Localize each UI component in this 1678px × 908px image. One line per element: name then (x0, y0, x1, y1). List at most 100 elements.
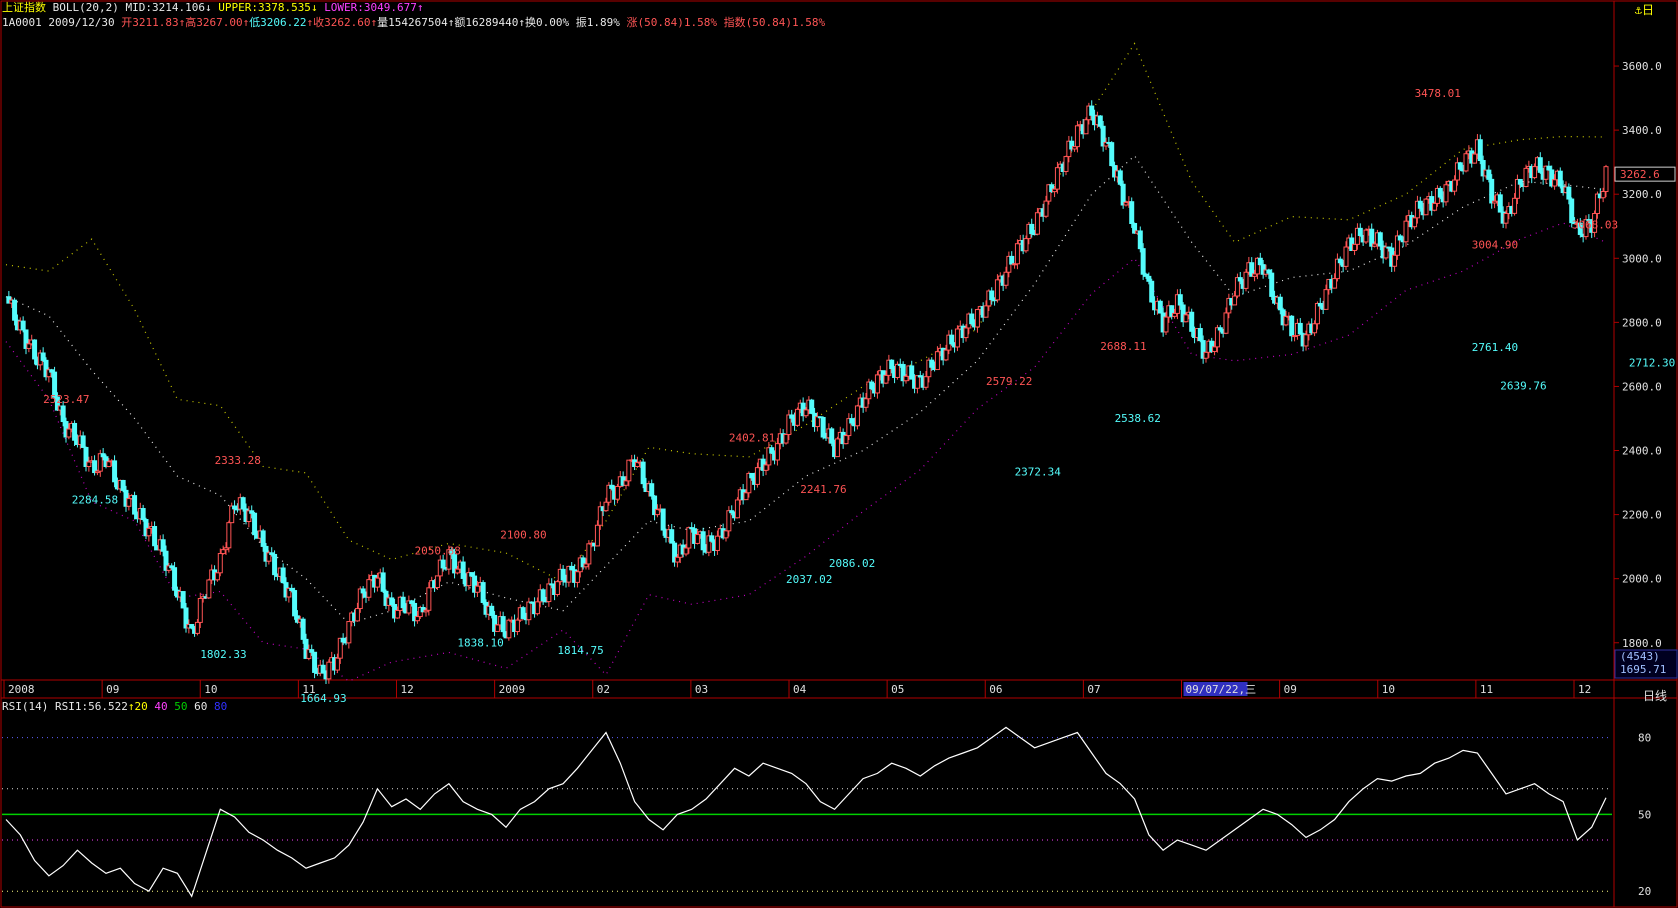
candle-down (1137, 230, 1143, 250)
candle-up (454, 568, 460, 574)
candle-down (440, 559, 446, 569)
candle-down (300, 618, 306, 640)
candle-up (514, 619, 520, 633)
time-tick-label: 10 (1382, 683, 1395, 696)
candle-down (1457, 162, 1463, 170)
extreme-price-label: 2538.62 (1115, 412, 1161, 425)
candle-up (446, 549, 452, 570)
candle-up (606, 484, 612, 503)
candle-up (1472, 153, 1478, 164)
candle-down (80, 435, 86, 448)
candle-down (472, 575, 478, 593)
candle-up (883, 374, 889, 384)
candle-down (269, 552, 275, 555)
candle-down (460, 561, 466, 579)
candle-up (834, 438, 840, 458)
candle-up (706, 535, 712, 553)
candle-up (1423, 198, 1429, 216)
candle-up (654, 509, 660, 516)
candle-up (1403, 220, 1409, 243)
rsi-level-50: 50 (174, 700, 188, 713)
candle-up (597, 506, 603, 526)
candle-down (1497, 194, 1503, 213)
price-tick-label: 2600.0 (1622, 380, 1662, 393)
candle-up (354, 608, 360, 622)
candle-down (1537, 157, 1543, 173)
period-label[interactable]: 日线 (1643, 689, 1668, 703)
rsi-label: RSI(14) (2, 700, 49, 713)
candle-up (1163, 316, 1169, 333)
candle-down (1269, 272, 1275, 297)
candle-down (1566, 186, 1572, 200)
candle-up (46, 369, 52, 378)
candle-down (52, 371, 58, 398)
candle-up (1083, 119, 1089, 135)
extreme-price-label: 2639.76 (1500, 380, 1546, 393)
candle-up (214, 572, 220, 581)
boll-upper-line (5, 42, 1607, 583)
candle-down (249, 510, 255, 514)
candle-up (1394, 235, 1400, 256)
candle-down (83, 446, 89, 467)
candle-up (714, 535, 720, 551)
candle-up (394, 609, 400, 619)
candle-down (140, 508, 146, 521)
candle-up (1214, 327, 1220, 348)
extreme-price-label: 2284.58 (72, 494, 118, 507)
candle-down (652, 495, 658, 516)
candle-down (1143, 273, 1149, 277)
candle-up (694, 534, 700, 544)
candle-up (914, 375, 920, 389)
extreme-price-label: 2037.02 (786, 573, 832, 586)
candle-up (783, 434, 789, 444)
time-tick-label: 12 (1578, 683, 1591, 696)
candle-down (169, 565, 175, 569)
candle-up (1414, 200, 1420, 219)
candle-down (309, 649, 315, 653)
time-tick-label: 11 (1480, 683, 1493, 696)
candle-down (320, 664, 326, 674)
candle-up (334, 657, 340, 671)
extreme-price-label: 2579.22 (986, 375, 1032, 388)
candle-up (1103, 141, 1109, 147)
candle-up (994, 279, 1000, 301)
candle-down (1097, 115, 1103, 127)
candle-up (474, 585, 480, 593)
candle-down (289, 587, 295, 592)
boll-mid-arrow: ↓ (204, 1, 212, 14)
candle-up (26, 343, 32, 349)
candle-down (420, 607, 426, 613)
candle-down (1266, 269, 1272, 274)
candle-down (849, 418, 855, 424)
rsi-level-60: 60 (194, 700, 208, 713)
candle-up (683, 547, 689, 555)
candle-down (969, 313, 975, 325)
candle-up (1312, 323, 1318, 334)
price-tick-label: 1800.0 (1622, 637, 1662, 650)
index-name[interactable]: 上证指数 (2, 1, 46, 14)
candle-down (580, 557, 586, 568)
candle-up (1552, 179, 1558, 187)
candle-up (246, 510, 252, 523)
candle-down (163, 550, 169, 571)
candle-up (1432, 202, 1438, 211)
anchor-day-icon[interactable]: ⚓日 (1634, 3, 1654, 17)
candle-up (1314, 302, 1320, 325)
candle-up (1523, 167, 1529, 187)
rsi-level-40: 40 (154, 700, 168, 713)
candle-up (963, 327, 969, 339)
candle-down (1486, 169, 1492, 180)
candle-up (614, 485, 620, 500)
candle-down (180, 591, 186, 609)
time-tick-label: 09 (1284, 683, 1297, 696)
candle-up (526, 601, 532, 621)
candle-up (106, 461, 112, 468)
candle-up (583, 563, 589, 568)
extreme-price-label: 2086.02 (829, 557, 875, 570)
candle-up (934, 351, 940, 371)
candle-down (1180, 304, 1186, 323)
candle-down (672, 542, 678, 563)
candle-down (252, 512, 258, 536)
